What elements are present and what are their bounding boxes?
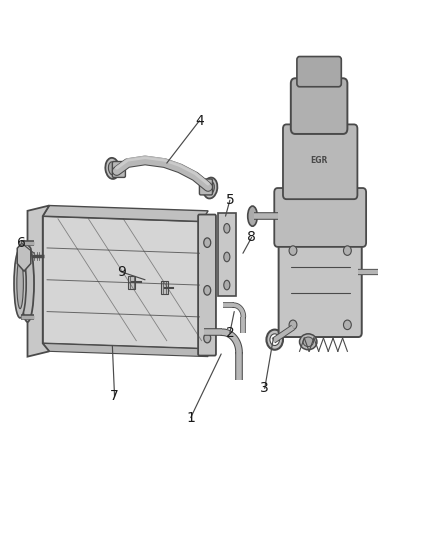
Ellipse shape: [108, 162, 117, 175]
Polygon shape: [28, 206, 49, 357]
Text: 7: 7: [110, 390, 119, 403]
Text: EGR: EGR: [311, 156, 328, 165]
Ellipse shape: [106, 158, 120, 179]
Ellipse shape: [224, 252, 230, 262]
FancyBboxPatch shape: [218, 214, 236, 296]
Ellipse shape: [266, 329, 283, 350]
Polygon shape: [43, 343, 208, 357]
FancyBboxPatch shape: [113, 161, 125, 177]
Ellipse shape: [300, 334, 317, 350]
Ellipse shape: [289, 246, 297, 255]
FancyBboxPatch shape: [198, 215, 216, 356]
Ellipse shape: [21, 245, 34, 322]
Text: 2: 2: [226, 326, 234, 340]
Ellipse shape: [14, 249, 26, 318]
Text: 6: 6: [17, 236, 25, 249]
Polygon shape: [17, 240, 31, 271]
Ellipse shape: [270, 334, 279, 345]
FancyBboxPatch shape: [128, 276, 135, 289]
FancyBboxPatch shape: [279, 236, 362, 337]
Text: 8: 8: [247, 230, 256, 244]
Ellipse shape: [289, 320, 297, 329]
Ellipse shape: [17, 259, 23, 309]
Ellipse shape: [343, 320, 351, 329]
Ellipse shape: [248, 206, 257, 226]
FancyBboxPatch shape: [274, 188, 366, 247]
Text: 9: 9: [117, 265, 126, 279]
Text: 1: 1: [186, 410, 195, 425]
Text: 5: 5: [226, 193, 234, 207]
Polygon shape: [43, 206, 208, 221]
FancyBboxPatch shape: [283, 124, 357, 199]
FancyBboxPatch shape: [161, 281, 168, 294]
Text: 4: 4: [195, 114, 204, 128]
Text: 3: 3: [260, 382, 269, 395]
Ellipse shape: [204, 238, 211, 247]
Ellipse shape: [204, 286, 211, 295]
Ellipse shape: [303, 337, 314, 346]
Ellipse shape: [204, 333, 211, 343]
Ellipse shape: [224, 280, 230, 290]
Ellipse shape: [206, 182, 214, 195]
Ellipse shape: [343, 246, 351, 255]
Polygon shape: [43, 216, 201, 349]
FancyBboxPatch shape: [291, 78, 347, 134]
Ellipse shape: [224, 223, 230, 233]
FancyBboxPatch shape: [199, 179, 212, 195]
FancyBboxPatch shape: [297, 56, 341, 87]
Ellipse shape: [203, 177, 217, 198]
